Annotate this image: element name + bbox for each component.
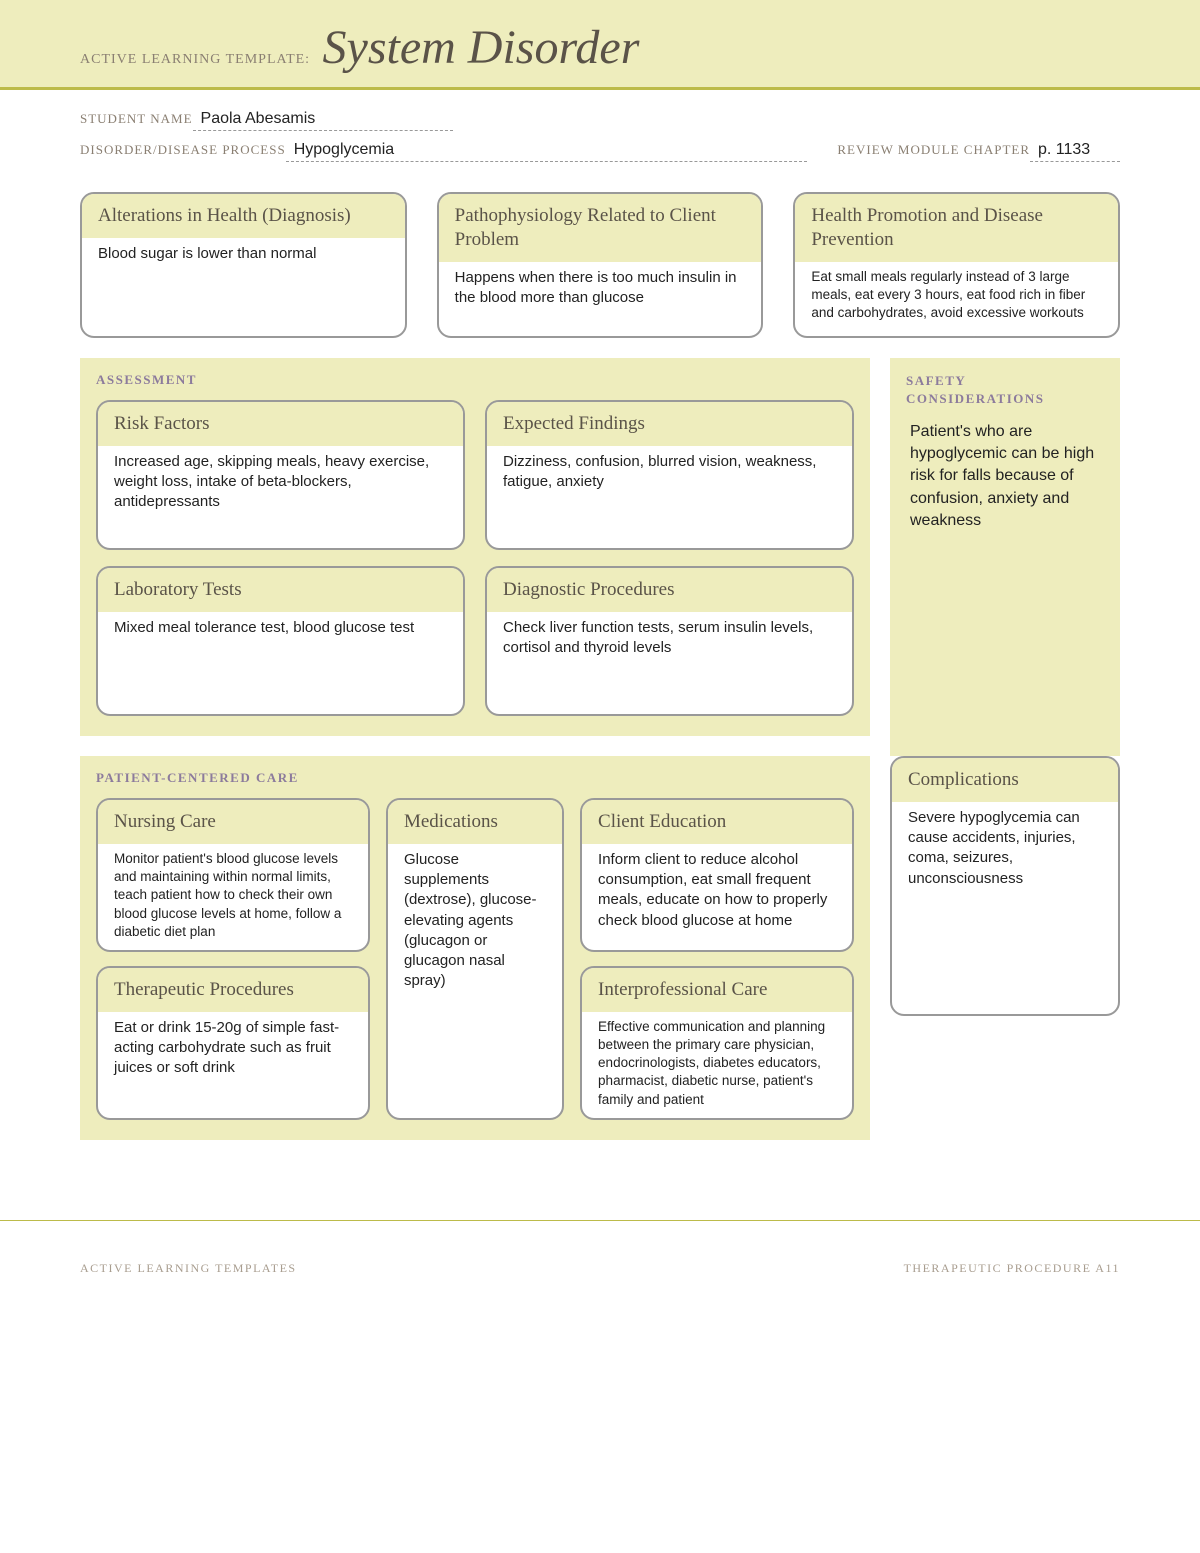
lab-body: Mixed meal tolerance test, blood glucose…: [98, 612, 463, 652]
interprofessional-box: Interprofessional Care Effective communi…: [580, 966, 854, 1120]
meds-body: Glucose supplements (dextrose), glucose-…: [388, 844, 562, 1006]
chapter-value: p. 1133: [1030, 141, 1120, 162]
client-education-box: Client Education Inform client to reduce…: [580, 798, 854, 952]
chapter-label: REVIEW MODULE CHAPTER: [837, 142, 1030, 158]
lab-title: Laboratory Tests: [98, 568, 463, 612]
alterations-title: Alterations in Health (Diagnosis): [82, 194, 405, 238]
footer-left: ACTIVE LEARNING TEMPLATES: [80, 1261, 297, 1276]
patho-box: Pathophysiology Related to Client Proble…: [437, 192, 764, 338]
complications-title: Complications: [892, 758, 1118, 802]
findings-body: Dizziness, confusion, blurred vision, we…: [487, 446, 852, 507]
diagnostic-box: Diagnostic Procedures Check liver functi…: [485, 566, 854, 716]
complications-box: Complications Severe hypoglycemia can ca…: [890, 756, 1120, 1016]
therapeutic-body: Eat or drink 15-20g of simple fast-actin…: [98, 1012, 368, 1093]
health-promo-title: Health Promotion and Disease Prevention: [795, 194, 1118, 262]
template-title: System Disorder: [323, 20, 640, 75]
student-name-value: Paola Abesamis: [193, 110, 453, 131]
education-title: Client Education: [582, 800, 852, 844]
footer-right: THERAPEUTIC PROCEDURE A11: [904, 1261, 1120, 1276]
alterations-box: Alterations in Health (Diagnosis) Blood …: [80, 192, 407, 338]
disorder-value: Hypoglycemia: [286, 141, 808, 162]
alterations-body: Blood sugar is lower than normal: [82, 238, 405, 278]
nursing-body: Monitor patient's blood glucose levels a…: [98, 844, 368, 952]
health-promo-body: Eat small meals regularly instead of 3 l…: [795, 262, 1118, 337]
template-label: ACTIVE LEARNING TEMPLATE:: [80, 52, 310, 68]
top-boxes-row: Alterations in Health (Diagnosis) Blood …: [80, 192, 1120, 338]
lab-tests-box: Laboratory Tests Mixed meal tolerance te…: [96, 566, 465, 716]
assessment-safety-row: ASSESSMENT Risk Factors Increased age, s…: [80, 358, 1120, 756]
diag-title: Diagnostic Procedures: [487, 568, 852, 612]
safety-section: SAFETY CONSIDERATIONS Patient's who are …: [890, 358, 1120, 756]
pcc-section: PATIENT-CENTERED CARE Nursing Care Monit…: [80, 756, 870, 1140]
interpro-title: Interprofessional Care: [582, 968, 852, 1012]
footer: ACTIVE LEARNING TEMPLATES THERAPEUTIC PR…: [0, 1220, 1200, 1286]
findings-title: Expected Findings: [487, 402, 852, 446]
risk-body: Increased age, skipping meals, heavy exe…: [98, 446, 463, 527]
therapeutic-box: Therapeutic Procedures Eat or drink 15-2…: [96, 966, 370, 1120]
disorder-row: DISORDER/DISEASE PROCESS Hypoglycemia RE…: [80, 141, 1120, 162]
patho-body: Happens when there is too much insulin i…: [439, 262, 762, 323]
safety-section-title: SAFETY CONSIDERATIONS: [906, 372, 1104, 408]
page: ACTIVE LEARNING TEMPLATE: System Disorde…: [0, 0, 1200, 1326]
student-name-label: STUDENT NAME: [80, 111, 193, 127]
expected-findings-box: Expected Findings Dizziness, confusion, …: [485, 400, 854, 550]
content-area: STUDENT NAME Paola Abesamis DISORDER/DIS…: [0, 90, 1200, 1160]
therapeutic-title: Therapeutic Procedures: [98, 968, 368, 1012]
risk-factors-box: Risk Factors Increased age, skipping mea…: [96, 400, 465, 550]
health-promo-box: Health Promotion and Disease Prevention …: [793, 192, 1120, 338]
student-row: STUDENT NAME Paola Abesamis: [80, 110, 1120, 131]
safety-body: Patient's who are hypoglycemic can be hi…: [906, 421, 1104, 533]
interpro-body: Effective communication and planning bet…: [582, 1012, 852, 1120]
medications-box: Medications Glucose supplements (dextros…: [386, 798, 564, 1120]
risk-title: Risk Factors: [98, 402, 463, 446]
disorder-label: DISORDER/DISEASE PROCESS: [80, 142, 286, 158]
pcc-complications-row: PATIENT-CENTERED CARE Nursing Care Monit…: [80, 756, 1120, 1160]
header-band: ACTIVE LEARNING TEMPLATE: System Disorde…: [0, 0, 1200, 90]
complications-body: Severe hypoglycemia can cause accidents,…: [892, 802, 1118, 903]
assessment-section: ASSESSMENT Risk Factors Increased age, s…: [80, 358, 870, 736]
nursing-title: Nursing Care: [98, 800, 368, 844]
meds-title: Medications: [388, 800, 562, 844]
assessment-section-title: ASSESSMENT: [96, 372, 854, 388]
patho-title: Pathophysiology Related to Client Proble…: [439, 194, 762, 262]
nursing-care-box: Nursing Care Monitor patient's blood glu…: [96, 798, 370, 952]
diag-body: Check liver function tests, serum insuli…: [487, 612, 852, 673]
education-body: Inform client to reduce alcohol consumpt…: [582, 844, 852, 945]
pcc-section-title: PATIENT-CENTERED CARE: [96, 770, 854, 786]
